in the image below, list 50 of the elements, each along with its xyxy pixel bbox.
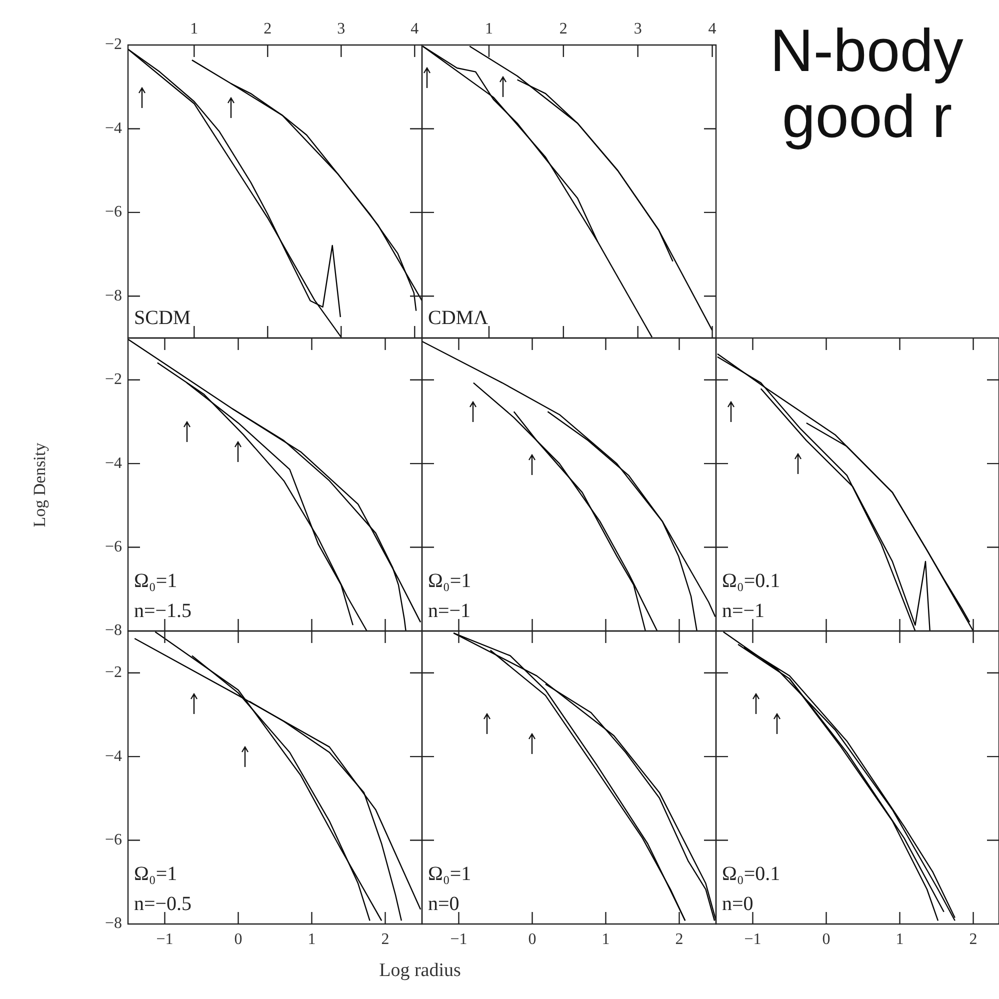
y-tick-label: −2 [104,664,122,682]
annotation: Ω₀=1 [428,863,472,885]
x-tick-label: 1 [484,20,493,38]
annotation: Ω₀=0.1 [722,863,780,885]
annotation: n=−1.5 [134,600,192,622]
x-tick-label: 4 [410,20,419,38]
x-tick-label: 1 [896,930,904,948]
x-tick-label: 1 [602,930,610,948]
x-tick-label: 2 [675,930,684,948]
y-tick-label: −6 [104,831,122,848]
annotation: SCDM [134,307,191,329]
x-tick-label: −1 [156,930,174,948]
annotation: n=0 [428,893,460,915]
y-tick-label: −6 [104,204,122,221]
x-tick-label: 2 [969,930,978,948]
y-tick-label: −8 [104,915,122,932]
y-tick-label: −2 [104,371,122,388]
y-tick-label: −2 [104,36,122,54]
y-axis-title: Log Density [30,442,50,527]
y-tick-label: −4 [104,120,122,137]
x-tick-label: 1 [308,930,316,948]
annotation: n=−0.5 [134,893,192,915]
y-tick-label: −6 [104,538,122,556]
x-tick-label: 2 [381,930,390,948]
x-axis-title: Log radius [379,960,461,982]
annotation: CDMΛ [428,307,489,329]
x-tick-label: 3 [634,20,642,38]
annotation: Ω₀=1 [134,863,178,885]
annotation: n=−1 [428,600,471,622]
y-tick-label: −4 [104,454,122,472]
x-tick-label: 2 [559,20,568,38]
x-tick-label: 0 [822,930,830,948]
y-tick-label: −8 [104,622,122,640]
x-tick-label: 1 [190,20,198,38]
annotation: Ω₀=1 [428,570,472,592]
x-tick-label: −1 [450,930,468,948]
x-tick-label: 4 [708,20,716,38]
annotation: Ω₀=0.1 [722,570,780,592]
x-tick-label: 0 [234,930,242,948]
y-tick-label: −8 [104,287,122,304]
x-tick-label: 3 [337,20,346,38]
y-tick-label: −4 [104,748,122,765]
x-tick-label: 2 [264,20,272,38]
text: N-body [770,17,964,84]
x-tick-label: 0 [528,930,536,948]
text: good r [782,83,952,150]
x-tick-label: −1 [744,930,762,948]
annotation: n=−1 [722,600,765,622]
annotation: n=0 [722,893,754,915]
annotation: Ω₀=1 [134,570,178,592]
